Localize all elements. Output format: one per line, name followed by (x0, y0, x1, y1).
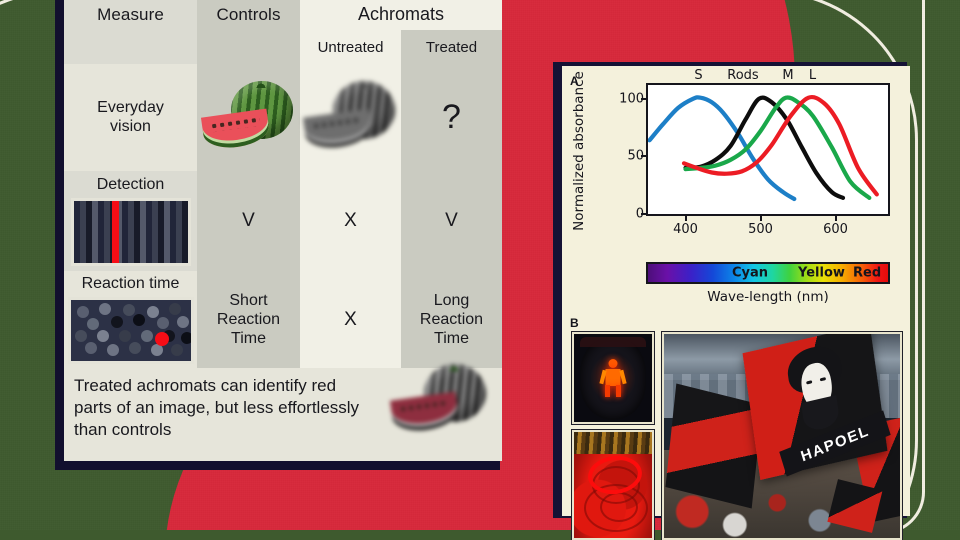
chart-curves (648, 94, 879, 202)
cell-untreated-everyday-vision (300, 64, 401, 171)
spacer-controls (197, 30, 300, 64)
cell-treated-reaction-time: Long Reaction Time (401, 271, 502, 368)
column-header-treated: Treated (401, 30, 502, 64)
football-crowd-photo: HAPOEL (661, 331, 903, 540)
x-tick-600: 600 (823, 222, 848, 237)
spectrum-color-bar: Cyan Yellow Red (646, 262, 890, 284)
cell-controls-detection: V (197, 171, 300, 271)
absorbance-chart: 0 50 100 400 500 600 S Rods M L (619, 68, 890, 237)
dot-array-stimulus-icon (67, 297, 194, 364)
cell-treated-detection: V (401, 171, 502, 271)
y-tick-mark (641, 97, 648, 100)
watermelon-color-icon (200, 78, 295, 157)
table-row: Detection V X V (64, 171, 502, 271)
x-tick-mark (684, 214, 687, 221)
table-row: Reaction time Short Reaction Time X Long… (64, 271, 502, 368)
row-label-everyday-vision: Everyday vision (64, 64, 197, 171)
red-target-dot (154, 332, 169, 347)
traffic-light-photo (571, 331, 655, 425)
y-tick-100: 100 (619, 91, 644, 107)
table-header-row-2: Untreated Treated (64, 30, 502, 64)
grating-stimulus-icon (70, 198, 191, 267)
curve-label-s: S (694, 68, 703, 83)
panel-label-b: B (570, 316, 579, 330)
curve-rods (683, 95, 846, 200)
cell-measure-detection: Detection (64, 171, 197, 271)
column-header-measure: Measure (64, 0, 197, 30)
cell-measure-reaction-time: Reaction time (64, 271, 197, 368)
table-card: Measure Controls Achromats Untreated Tre… (55, 0, 502, 470)
spectrum-label-cyan: Cyan (732, 265, 769, 281)
caption-text: Treated achromats can identify red parts… (74, 376, 360, 439)
x-tick-400: 400 (673, 222, 698, 237)
y-tick-mark (641, 213, 648, 215)
curve-s (648, 95, 797, 202)
table-caption: Treated achromats can identify red parts… (64, 362, 502, 461)
column-header-controls: Controls (197, 0, 300, 30)
figure-card: A Normalized absorbance 0 50 100 400 500 600 S… (553, 62, 910, 540)
cell-treated-everyday-vision: ? (401, 64, 502, 171)
curve-label-m: M (782, 68, 794, 83)
spectrum-label-yellow: Yellow (798, 265, 845, 281)
row-label-reaction-time: Reaction time (81, 275, 180, 292)
column-header-untreated: Untreated (300, 30, 401, 64)
watermelon-greyscale-icon (302, 78, 397, 157)
curve-l (681, 94, 879, 197)
red-rose-photo (571, 429, 655, 540)
y-tick-50: 50 (627, 148, 644, 164)
cell-untreated-detection: X (300, 171, 401, 271)
decorative-arc-outer (0, 0, 925, 530)
spectrum-label-red: Red (853, 265, 882, 281)
column-group-header-achromats: Achromats (300, 0, 502, 30)
panel-label-a: A (570, 74, 579, 88)
chart-y-axis-label: Normalized absorbance (568, 71, 590, 231)
y-axis-label-text: Normalized absorbance (571, 71, 588, 231)
watermelon-partial-red-icon (389, 362, 488, 442)
curve-label-l: L (808, 68, 817, 83)
cell-controls-reaction-time: Short Reaction Time (197, 271, 300, 368)
table-row: Everyday vision ? (64, 64, 502, 171)
decorative-arc-inner (0, 0, 918, 530)
x-tick-500: 500 (748, 222, 773, 237)
curve-label-rods: Rods (727, 68, 759, 83)
row-label-detection: Detection (96, 175, 165, 193)
cell-controls-everyday-vision (197, 64, 300, 171)
figure-content: A Normalized absorbance 0 50 100 400 500 600 S… (562, 66, 910, 540)
chart-x-axis-label: Wave-length (nm) (707, 289, 829, 305)
comparison-table: Measure Controls Achromats Untreated Tre… (64, 0, 502, 461)
curve-m (683, 95, 872, 200)
table-header-row-1: Measure Controls Achromats (64, 0, 502, 30)
x-tick-mark (834, 214, 837, 221)
y-tick-mark (641, 155, 648, 158)
spacer-measure (64, 30, 197, 64)
x-tick-mark (759, 214, 762, 221)
cell-untreated-reaction-time: X (300, 271, 401, 368)
y-tick-0: 0 (635, 206, 644, 222)
